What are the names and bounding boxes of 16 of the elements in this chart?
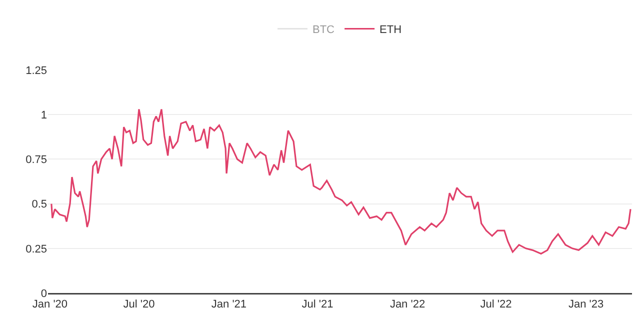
legend-label: BTC (312, 24, 335, 36)
y-tick-label: 0.25 (26, 243, 47, 256)
line-series (50, 108, 632, 255)
y-tick-label: 1 (40, 109, 47, 122)
legend-label: ETH (380, 24, 402, 36)
x-tick-label: Jul '20 (123, 298, 155, 311)
x-tick-label: Jan '20 (32, 298, 68, 311)
y-tick-label: 0.75 (26, 154, 47, 166)
x-tick-label: Jan '21 (211, 298, 247, 311)
y-tick-label: 1.25 (26, 64, 47, 77)
x-tick-label: Jan '22 (390, 298, 426, 311)
x-tick-label: Jul '22 (480, 298, 512, 311)
x-tick-label: Jan '23 (568, 298, 604, 311)
y-tick-label: 0 (40, 288, 47, 300)
x-tick-label: Jul '21 (302, 298, 334, 311)
y-tick-label: 0.5 (32, 198, 47, 211)
